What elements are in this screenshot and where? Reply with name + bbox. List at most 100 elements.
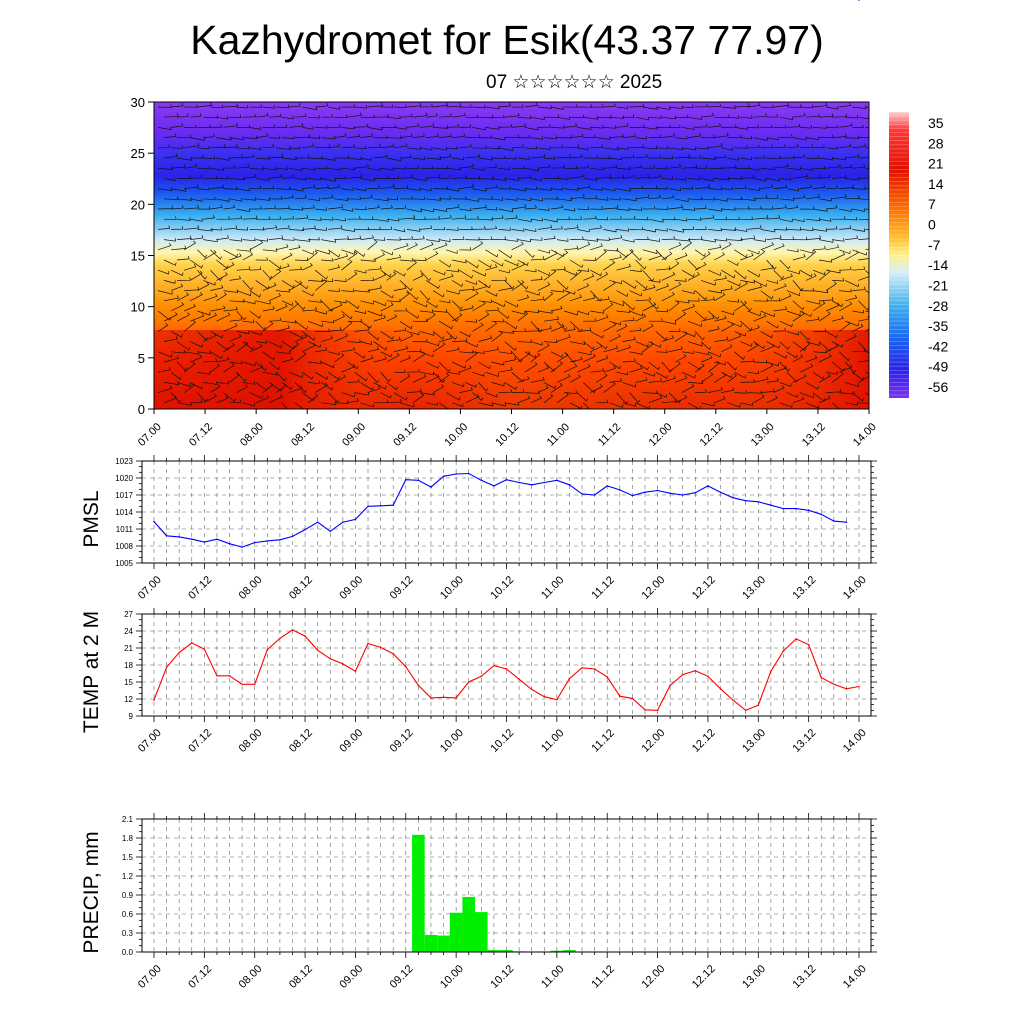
wind-barb: [570, 173, 584, 179]
wind-barb: [622, 133, 636, 138]
cross-section-y-tick-label: 10: [131, 300, 145, 315]
pmsl-point: [681, 494, 684, 496]
pmsl-point: [480, 479, 483, 482]
colorbar-label: 0: [928, 217, 936, 233]
wind-barb: [223, 262, 235, 271]
wind-barb: [721, 322, 734, 332]
wind-barb: [648, 134, 662, 138]
wind-barb: [721, 164, 737, 169]
y-tick-label: 24: [124, 627, 133, 636]
wind-barb: [373, 300, 387, 307]
wind-barb: [805, 155, 819, 159]
wind-barb: [485, 164, 497, 169]
wind-barb: [433, 226, 446, 231]
pmsl-point: [417, 479, 420, 482]
wind-barb: [839, 288, 852, 293]
wind-barb: [465, 216, 479, 220]
colorbar-label: -21: [928, 277, 948, 293]
wind-barb: [537, 310, 553, 314]
wind-barb: [406, 290, 419, 301]
wind-barb: [171, 164, 186, 169]
precip-bar: [424, 934, 438, 952]
wind-barb: [622, 114, 635, 118]
wind-barb: [818, 197, 832, 202]
cross-section-y-tick-label: 5: [138, 351, 145, 366]
wind-barb: [308, 115, 320, 119]
colorbar-label: -7: [928, 237, 941, 253]
wind-barb: [367, 265, 382, 271]
wind-barb: [622, 402, 637, 407]
wind-barb: [530, 395, 542, 404]
wind-barb: [786, 392, 798, 398]
wind-barb: [367, 185, 380, 189]
wind-barb: [570, 153, 583, 159]
wind-barb: [577, 206, 590, 211]
wind-barb: [845, 235, 859, 240]
wind-barb: [708, 386, 723, 393]
wind-barb: [197, 227, 213, 232]
wind-barb: [203, 332, 217, 342]
x-tick-label: 09.00: [337, 574, 365, 602]
wind-barb: [367, 102, 383, 108]
wind-barb: [714, 198, 728, 202]
wind-barb: [786, 166, 802, 170]
wind-barb: [871, 195, 884, 199]
wind-barb: [236, 104, 249, 109]
wind-barb: [321, 157, 336, 161]
wind-barb: [308, 176, 322, 181]
wind-barb: [438, 361, 451, 373]
wind-barb: [294, 134, 311, 138]
cross-section-x-tick-label: 07.12: [187, 421, 215, 449]
wind-barb: [747, 167, 760, 171]
wind-barb: [839, 102, 852, 108]
temperature-point: [631, 697, 634, 700]
wind-barb: [530, 136, 544, 140]
wind-barb: [773, 365, 788, 373]
wind-barb: [301, 262, 313, 271]
wind-barb: [753, 113, 768, 118]
wind-barb: [380, 302, 394, 312]
wind-barb: [459, 226, 473, 230]
wind-barb: [701, 156, 716, 160]
wind-barb: [642, 341, 654, 353]
wind-barb: [826, 124, 838, 129]
wind-barb: [609, 333, 621, 342]
pmsl-point: [178, 536, 180, 538]
wind-barb: [583, 353, 596, 363]
wind-barb: [294, 176, 307, 180]
wind-barb: [438, 259, 452, 268]
wind-barb: [439, 299, 451, 304]
wind-barb: [249, 227, 265, 231]
wind-barb: [826, 225, 838, 230]
wind-barb: [203, 133, 215, 138]
wind-barb: [399, 133, 413, 138]
y-tick-label: 0.0: [122, 948, 134, 957]
wind-barb: [216, 395, 229, 404]
wind-barb: [281, 215, 295, 220]
wind-barb: [367, 331, 380, 341]
wind-barb: [373, 356, 387, 363]
wind-barb: [760, 228, 776, 233]
wind-barb: [504, 112, 520, 118]
temperature-point: [644, 708, 646, 711]
wind-barb: [399, 113, 413, 118]
wind-barb: [517, 395, 531, 404]
wind-barb: [818, 311, 831, 322]
colorbar-label: -35: [928, 318, 948, 334]
wind-barb: [858, 316, 869, 322]
wind-barb: [170, 269, 184, 277]
wind-barb: [766, 155, 781, 160]
wind-barb: [223, 164, 236, 169]
wind-barb: [288, 341, 300, 353]
x-tick-label: 07.00: [136, 574, 164, 602]
wind-barb: [792, 300, 805, 311]
wind-barb: [171, 102, 184, 108]
wind-barb: [281, 319, 297, 324]
wind-barb: [622, 174, 635, 179]
wind-barb: [446, 204, 460, 210]
temperature-point: [392, 652, 394, 655]
wind-barb: [393, 285, 407, 291]
wind-barb: [629, 207, 643, 211]
y-tick-label: 1005: [115, 559, 133, 568]
